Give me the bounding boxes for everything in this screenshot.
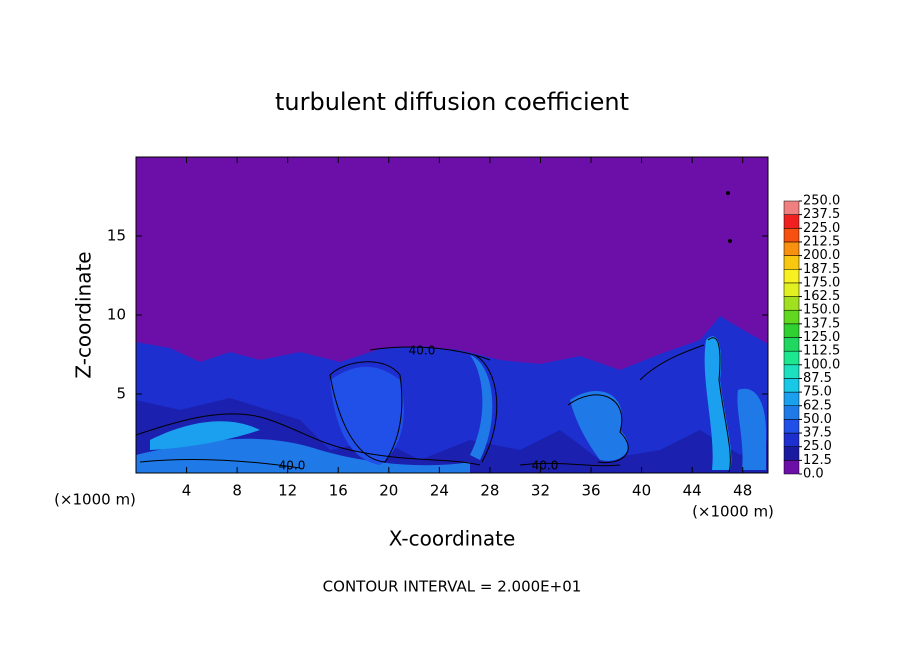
colorbar-box [783,378,800,393]
contour-label: 40.0 [532,459,559,473]
colorbar-label: 187.5 [803,262,840,277]
colorbar-label: 62.5 [803,398,832,413]
colorbar-label: 250.0 [803,194,840,209]
colorbar-label: 137.5 [803,316,840,331]
colorbar-box [783,228,800,243]
y-unit: (×1000 m) [54,491,136,509]
field [136,157,768,473]
footer: CONTOUR INTERVAL = 2.000E+01 [323,578,582,596]
x-tick-label: 20 [379,482,398,500]
colorbar-box [783,282,800,297]
colorbar-label: 162.5 [803,289,840,304]
colorbar-label: 87.5 [803,371,832,386]
colorbar-box [783,419,800,434]
colorbar-label: 100.0 [803,357,840,372]
colorbar-label: 175.0 [803,275,840,290]
x-tick-label: 36 [581,482,600,500]
y-axis-label: Z-coordinate [72,251,96,378]
x-unit: (×1000 m) [692,503,774,521]
colorbar-box [783,391,800,407]
x-tick-label: 28 [480,482,499,500]
colorbar-label: 212.5 [803,234,840,249]
x-tick-label: 4 [182,482,192,500]
x-tick-label: 16 [329,482,348,500]
colorbar-label: 12.5 [803,453,832,468]
colorbar-label: 37.5 [803,426,832,441]
colorbar-box [783,214,800,229]
colorbar-label: 50.0 [803,412,832,427]
colorbar-box [783,364,800,379]
chart-title: turbulent diffusion coefficient [275,88,629,116]
colorbar-box [783,350,800,366]
y-tick-label: 10 [107,306,126,324]
colorbar-label: 237.5 [803,207,840,222]
x-tick-label: 40 [632,482,651,500]
contour-label: 40.0 [409,344,436,358]
colorbar-box [783,405,800,420]
colorbar-box [783,269,800,284]
colorbar-label: 0.0 [803,467,824,482]
colorbar-box [783,255,800,270]
colorbar-label: 75.0 [803,385,832,400]
colorbar-box [783,323,800,338]
y-tick-label: 15 [107,227,126,245]
colorbar-label: 150.0 [803,303,840,318]
x-axis-label: X-coordinate [389,527,516,551]
colorbar-box [783,309,800,325]
y-tick-label: 5 [116,385,126,403]
colorbar-box [783,446,800,461]
colorbar-box [783,200,800,215]
x-tick-label: 8 [232,482,242,500]
colorbar-box [783,460,800,475]
colorbar-label: 125.0 [803,330,840,345]
x-tick-label: 24 [430,482,449,500]
colorbar-box [783,432,800,447]
colorbar-label: 200.0 [803,248,840,263]
contour-label: 40.0 [279,459,306,473]
colorbar-label: 25.0 [803,439,832,454]
colorbar-label: 112.5 [803,344,840,359]
x-tick-label: 12 [278,482,297,500]
colorbar-box [783,296,800,311]
x-tick-label: 44 [683,482,702,500]
x-tick-label: 48 [733,482,752,500]
colorbar-label: 225.0 [803,221,840,236]
colorbar-box [783,241,800,256]
x-tick-label: 32 [531,482,550,500]
colorbar-box [783,337,800,352]
